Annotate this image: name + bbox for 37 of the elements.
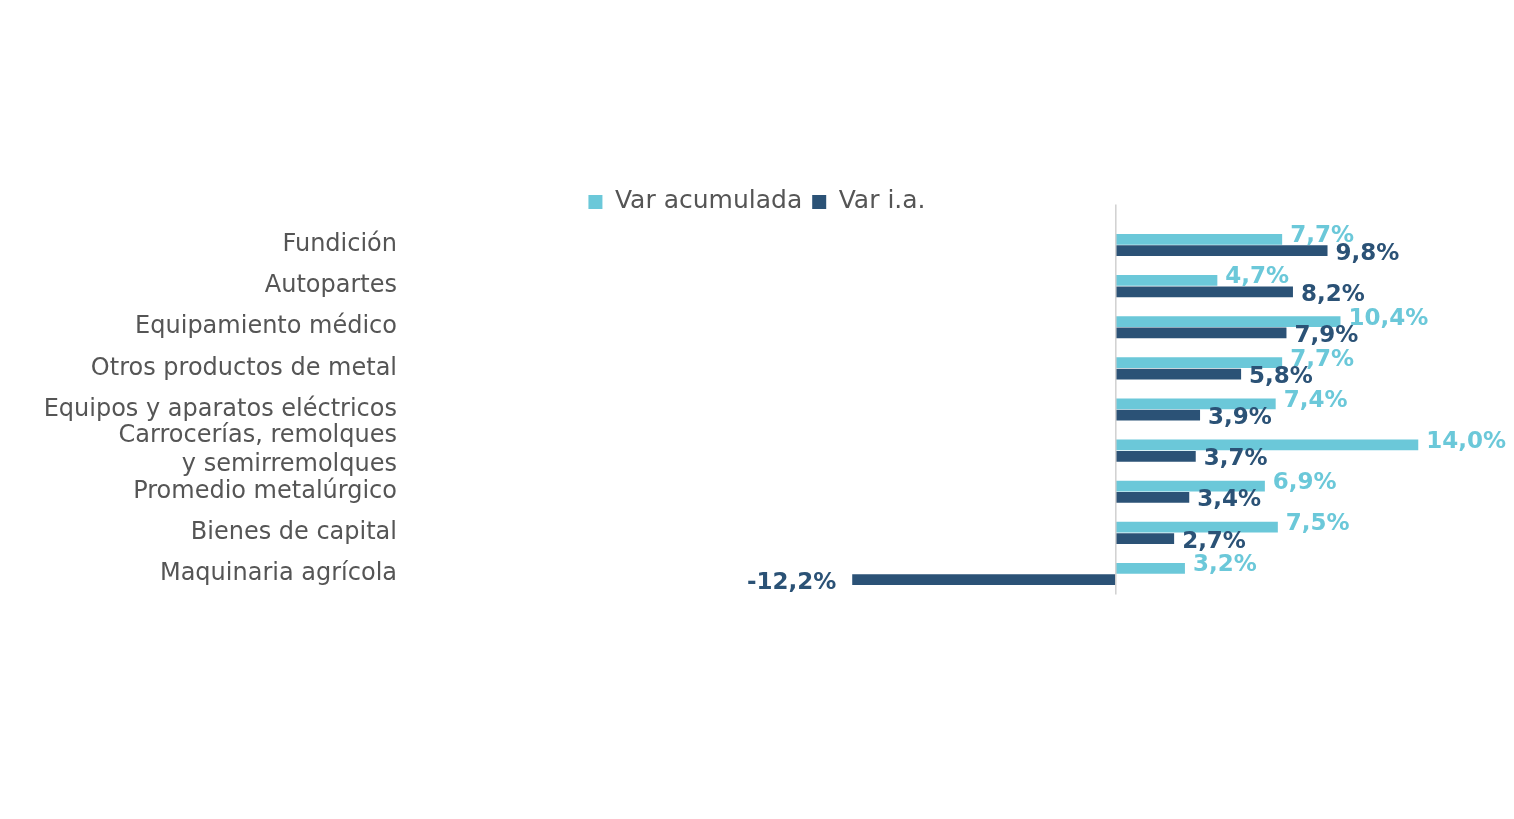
bar [1115, 233, 1283, 245]
bar [1115, 409, 1201, 421]
data-label: 7,4% [1283, 385, 1348, 412]
data-label: 2,7% [1182, 526, 1246, 553]
bar [1115, 563, 1185, 574]
y-tick-label: Bienes de capital [190, 517, 397, 546]
bar [1115, 450, 1196, 462]
y-tick-label: Equipos y aparatos eléctricos [43, 393, 397, 422]
bar [1115, 327, 1287, 339]
data-label: 3,2% [1192, 550, 1257, 577]
bar [1115, 275, 1218, 286]
data-label: 3,7% [1203, 444, 1268, 471]
data-label: 3,9% [1208, 403, 1272, 430]
data-label: 3,4% [1197, 485, 1262, 512]
data-label: -12,2% [746, 567, 837, 594]
y-tick-label: Carrocerías, remolques y semirremolques [118, 420, 397, 478]
legend-label: Var acumulada [614, 185, 803, 215]
bar [1115, 286, 1293, 298]
y-tick-label: Equipamiento médico [135, 311, 397, 340]
y-tick-label: Promedio metalúrgico [133, 476, 397, 504]
data-label: 14,0% [1426, 426, 1507, 453]
y-tick-label: Maquinaria agrícola [159, 558, 397, 587]
bar [1115, 533, 1175, 544]
y-tick-label: Autopartes [264, 270, 397, 299]
bar [1115, 521, 1278, 533]
y-tick-label: Otros productos de metal [90, 352, 397, 381]
data-label: 7,5% [1285, 509, 1350, 536]
legend-label: Var i.a. [838, 185, 926, 215]
bar [1115, 245, 1328, 256]
data-label: 6,9% [1272, 468, 1337, 495]
bar [1115, 368, 1242, 380]
data-label: 4,7% [1225, 262, 1290, 289]
data-label: 8,2% [1300, 279, 1365, 306]
bar [1115, 316, 1341, 327]
bar [852, 574, 1116, 586]
bar [1115, 492, 1190, 503]
y-tick-label: Fundición [282, 229, 397, 258]
